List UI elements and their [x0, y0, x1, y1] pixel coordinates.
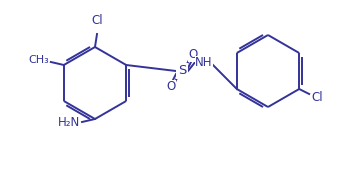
Text: NH: NH	[195, 56, 213, 69]
Text: O: O	[188, 49, 198, 62]
Text: S: S	[178, 64, 186, 77]
Text: Cl: Cl	[91, 14, 103, 27]
Text: Cl: Cl	[311, 90, 323, 103]
Text: H₂N: H₂N	[58, 116, 80, 129]
Text: CH₃: CH₃	[28, 55, 49, 65]
Text: O: O	[166, 81, 176, 94]
